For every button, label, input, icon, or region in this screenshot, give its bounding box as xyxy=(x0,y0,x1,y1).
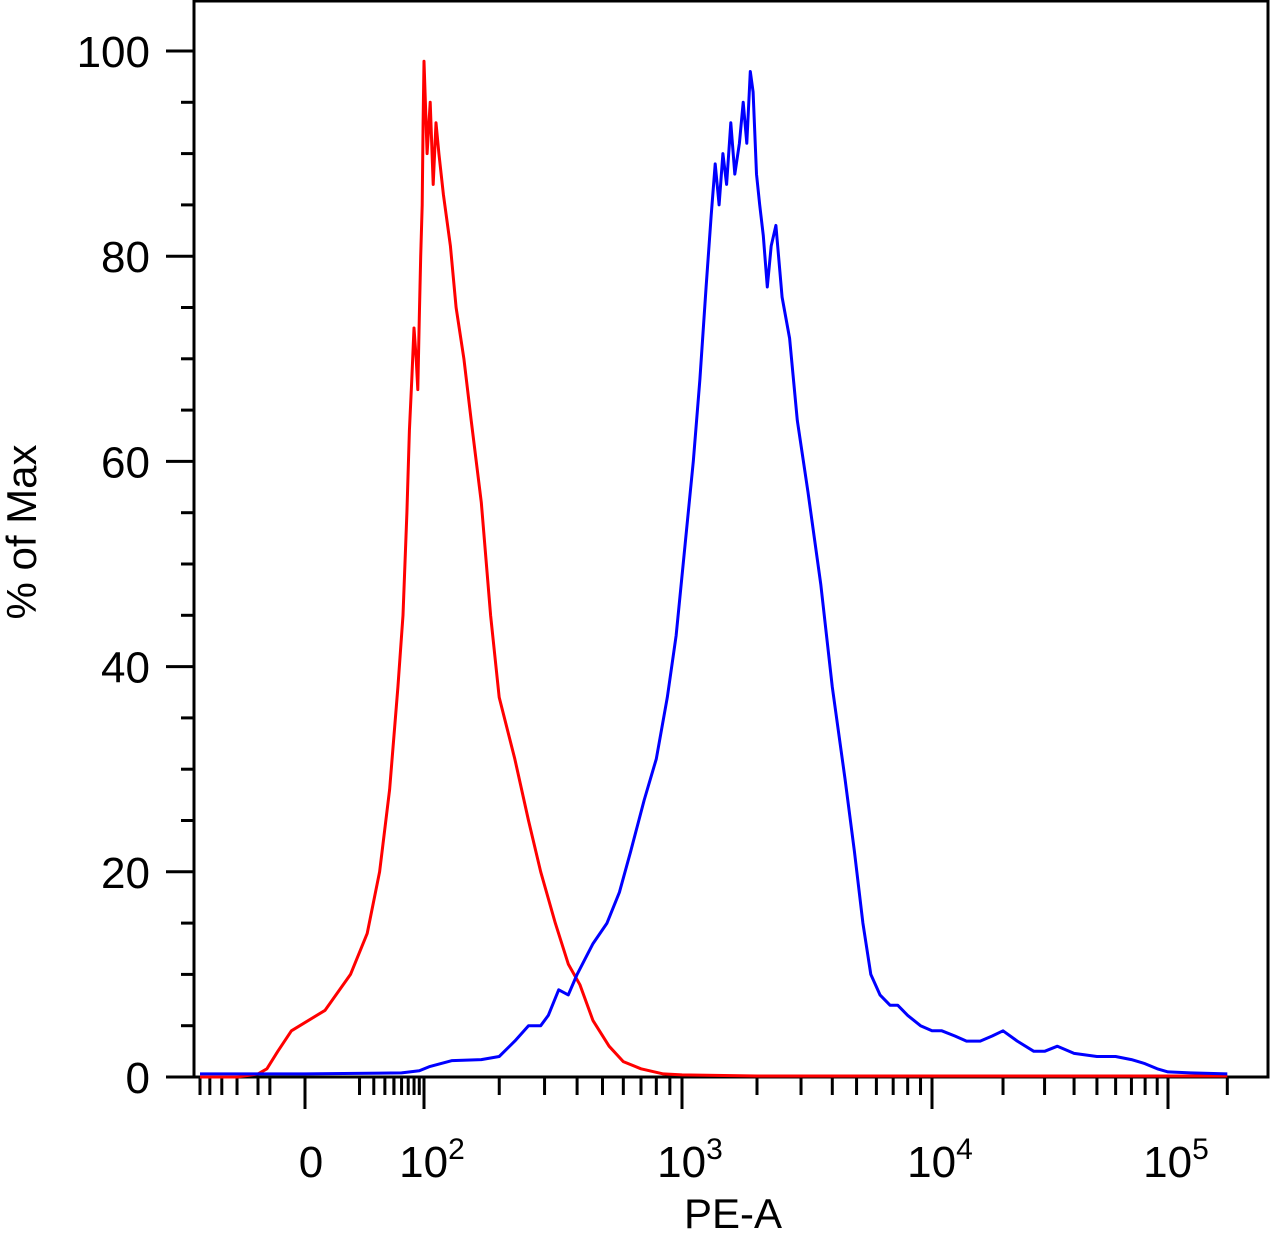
x-axis-label: PE-A xyxy=(684,1190,782,1233)
x-tick-label: 0 xyxy=(299,1138,323,1187)
x-tick-label: 104 xyxy=(907,1133,973,1187)
y-tick-label: 100 xyxy=(77,28,150,77)
plot-frame xyxy=(192,0,1270,1079)
series-line-1 xyxy=(200,59,1228,1079)
series-layer xyxy=(200,59,1228,1079)
x-tick-label: 105 xyxy=(1143,1133,1209,1187)
y-tick-label: 60 xyxy=(101,438,150,487)
x-tick-label: 103 xyxy=(657,1133,723,1187)
x-tick-label: 102 xyxy=(399,1133,465,1187)
y-tick-label: 40 xyxy=(101,644,150,693)
series-line-2 xyxy=(200,70,1228,1076)
y-tick-label: 80 xyxy=(101,233,150,282)
y-axis-label: % of Max xyxy=(0,444,45,619)
y-tick-label: 0 xyxy=(126,1054,150,1103)
x-axis: 0 102 103 104 105 xyxy=(198,1077,1229,1187)
y-tick-label: 20 xyxy=(101,849,150,898)
y-axis: 0 20 40 60 80 100 xyxy=(77,28,194,1103)
